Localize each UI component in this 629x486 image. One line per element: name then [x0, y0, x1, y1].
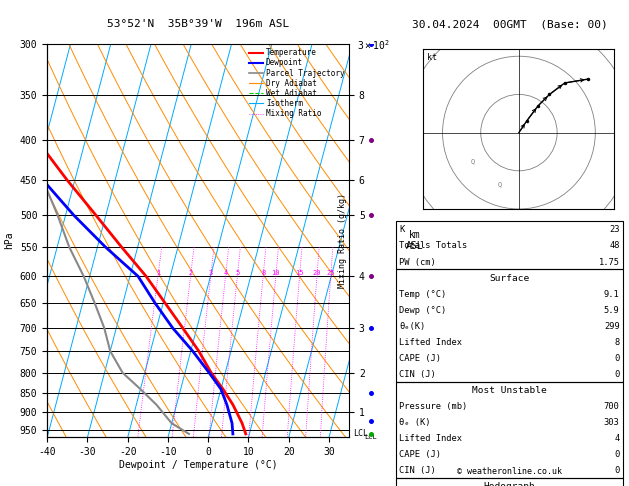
Text: Q: Q [498, 181, 502, 187]
Text: 0: 0 [615, 466, 620, 475]
Text: 8: 8 [261, 270, 265, 276]
Text: Totals Totals: Totals Totals [399, 242, 468, 250]
Text: Mixing Ratio (g/kg): Mixing Ratio (g/kg) [338, 193, 347, 288]
Text: 4: 4 [223, 270, 228, 276]
Text: θₑ(K): θₑ(K) [399, 322, 426, 330]
Text: 0: 0 [615, 370, 620, 379]
Text: Pressure (mb): Pressure (mb) [399, 402, 468, 411]
Text: © weatheronline.co.uk: © weatheronline.co.uk [457, 467, 562, 476]
Text: 1: 1 [156, 270, 160, 276]
Text: 8: 8 [615, 338, 620, 347]
Text: Most Unstable: Most Unstable [472, 386, 547, 395]
Y-axis label: hPa: hPa [4, 232, 14, 249]
Text: CIN (J): CIN (J) [399, 370, 436, 379]
Text: 48: 48 [609, 242, 620, 250]
Text: Lifted Index: Lifted Index [399, 434, 462, 443]
Text: 0: 0 [615, 450, 620, 459]
Text: LCL: LCL [353, 430, 368, 438]
Text: 0: 0 [615, 354, 620, 363]
Y-axis label: km
ASL: km ASL [406, 230, 423, 251]
Text: 5.9: 5.9 [604, 306, 620, 314]
Text: 700: 700 [604, 402, 620, 411]
Text: θₑ (K): θₑ (K) [399, 418, 431, 427]
Text: Hodograph: Hodograph [484, 482, 535, 486]
Legend: Temperature, Dewpoint, Parcel Trajectory, Dry Adiabat, Wet Adiabat, Isotherm, Mi: Temperature, Dewpoint, Parcel Trajectory… [248, 48, 345, 119]
Text: PW (cm): PW (cm) [399, 258, 436, 266]
Text: Temp (°C): Temp (°C) [399, 290, 447, 298]
Text: 5: 5 [235, 270, 240, 276]
Text: 1.75: 1.75 [599, 258, 620, 266]
Text: LCL: LCL [365, 434, 377, 440]
Text: 30.04.2024  00GMT  (Base: 00): 30.04.2024 00GMT (Base: 00) [411, 19, 608, 30]
Text: Dewp (°C): Dewp (°C) [399, 306, 447, 314]
Text: Lifted Index: Lifted Index [399, 338, 462, 347]
Text: kt: kt [427, 53, 437, 62]
Text: 4: 4 [615, 434, 620, 443]
Text: 20: 20 [313, 270, 321, 276]
Text: 53°52'N  35B°39'W  196m ASL: 53°52'N 35B°39'W 196m ASL [107, 19, 289, 30]
Text: 3: 3 [209, 270, 213, 276]
X-axis label: Dewpoint / Temperature (°C): Dewpoint / Temperature (°C) [119, 460, 277, 470]
Text: CAPE (J): CAPE (J) [399, 450, 442, 459]
Text: Surface: Surface [489, 274, 530, 282]
Text: 15: 15 [296, 270, 304, 276]
Text: 303: 303 [604, 418, 620, 427]
Text: 25: 25 [326, 270, 335, 276]
Text: 9.1: 9.1 [604, 290, 620, 298]
Text: K: K [399, 226, 404, 234]
Text: 2: 2 [189, 270, 193, 276]
Text: 23: 23 [609, 226, 620, 234]
Text: CIN (J): CIN (J) [399, 466, 436, 475]
Text: 299: 299 [604, 322, 620, 330]
Text: CAPE (J): CAPE (J) [399, 354, 442, 363]
Text: Q: Q [471, 158, 476, 164]
Text: 10: 10 [272, 270, 280, 276]
